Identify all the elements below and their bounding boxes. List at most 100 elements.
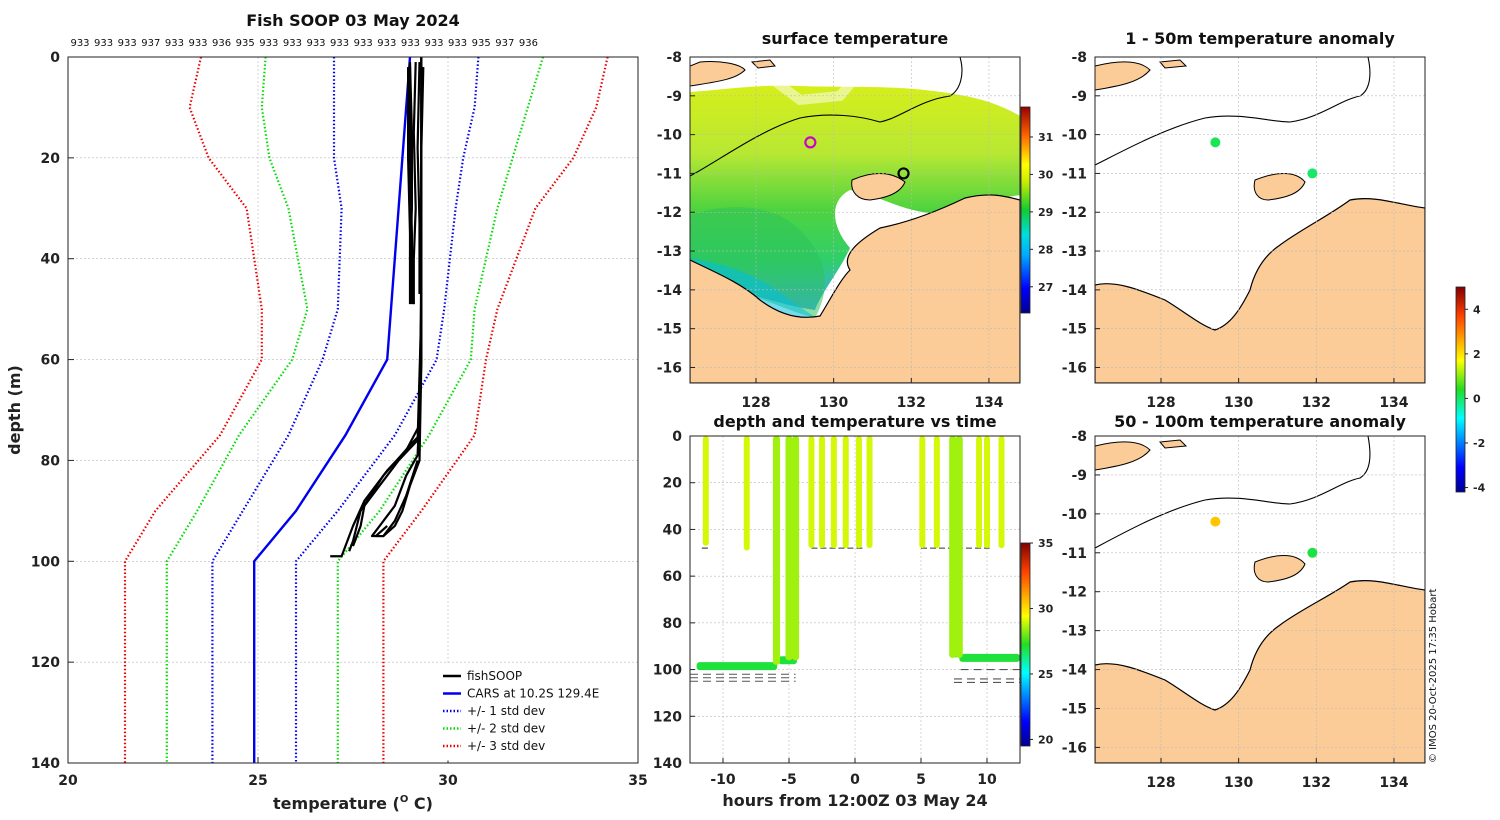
anomaly-upper-points bbox=[1210, 137, 1318, 179]
map-ytick-label: -13 bbox=[657, 244, 682, 260]
short-cast-mark bbox=[855, 436, 862, 549]
map-ytick-label: -14 bbox=[657, 283, 683, 299]
sst-colorbar-ticks: 27 28 29 30 31 bbox=[1030, 131, 1054, 294]
anomaly-upper-point bbox=[1210, 137, 1221, 148]
profile-series-line bbox=[211, 57, 343, 763]
map-xtick-label: 132 bbox=[1302, 395, 1331, 411]
anomaly-lower-island bbox=[1253, 555, 1306, 583]
map-xtick-label: 130 bbox=[1224, 775, 1253, 791]
anomaly-upper-grid bbox=[1095, 57, 1425, 383]
profile-top-label: 937 bbox=[141, 38, 160, 49]
anomaly-lower-grid bbox=[1095, 436, 1425, 763]
legend-label: CARS at 10.2S 129.4E bbox=[467, 687, 599, 701]
anomaly-upper-land bbox=[1095, 198, 1425, 383]
profile-lines bbox=[123, 57, 609, 763]
short-cast-mark bbox=[933, 436, 940, 549]
profile-top-label: 933 bbox=[377, 38, 396, 49]
profile-ytick-label: 0 bbox=[50, 50, 60, 66]
profile-series-line bbox=[336, 57, 545, 763]
map-xtick-label: 130 bbox=[1224, 395, 1253, 411]
map-xtick-label: 132 bbox=[897, 395, 926, 411]
profile-title: Fish SOOP 03 May 2024 bbox=[246, 11, 460, 30]
anomaly-upper-point bbox=[1307, 168, 1318, 179]
map-ytick-label: -9 bbox=[666, 89, 682, 105]
anomaly-colorbar bbox=[1455, 286, 1466, 493]
short-cast-mark bbox=[866, 436, 873, 549]
profile-top-label: 933 bbox=[165, 38, 184, 49]
short-cast-mark bbox=[998, 436, 1005, 549]
map-xtick-label: 134 bbox=[1379, 775, 1408, 791]
profile-xtick-label: 20 bbox=[58, 773, 78, 789]
profile-ytick-label: 100 bbox=[31, 554, 60, 570]
map-ytick-label: -8 bbox=[666, 50, 682, 66]
map-ytick-label: -8 bbox=[1071, 429, 1087, 445]
copyright-footer: © IMOS 20-Oct-2025 17:35 Hobart bbox=[1428, 588, 1439, 763]
legend-label: +/- 1 std dev bbox=[467, 704, 545, 718]
map-xtick-label: 128 bbox=[1146, 395, 1175, 411]
short-cast-mark bbox=[984, 436, 990, 549]
profile-top-label: 933 bbox=[354, 38, 373, 49]
profile-top-label: 933 bbox=[424, 38, 443, 49]
profile-top-label: 936 bbox=[212, 38, 231, 49]
colorbar-tick-label: -2 bbox=[1473, 437, 1485, 450]
anomaly-lower-point bbox=[1307, 547, 1318, 558]
profile-ylabel: depth (m) bbox=[5, 365, 24, 455]
timeseries-marks bbox=[690, 436, 1020, 683]
anomaly-lower-point bbox=[1210, 516, 1221, 527]
profile-top-label: 935 bbox=[472, 38, 491, 49]
sst-bathymetry-line bbox=[690, 57, 963, 177]
map-ytick-label: -12 bbox=[657, 205, 682, 221]
profile-series-line bbox=[382, 57, 609, 763]
fishsoop-cast-line bbox=[407, 67, 412, 305]
anomaly-lower-points bbox=[1210, 516, 1318, 558]
colorbar-tick-label: 27 bbox=[1038, 281, 1053, 294]
map-ytick-label: -11 bbox=[1062, 166, 1087, 182]
short-cast-mark bbox=[976, 436, 983, 549]
map-ytick-label: -9 bbox=[1071, 468, 1087, 484]
profile-top-label: 936 bbox=[519, 38, 538, 49]
sst-cast-marker bbox=[804, 136, 817, 149]
timeseries-ytick-label: 120 bbox=[653, 709, 682, 725]
timeseries-xtick-label: 5 bbox=[916, 772, 926, 788]
bottom-tow-mark bbox=[959, 653, 1020, 662]
map-ytick-label: -13 bbox=[1062, 624, 1087, 640]
fishsoop-cast-line bbox=[374, 57, 423, 538]
profile-top-label: 933 bbox=[330, 38, 349, 49]
sst-ticks: 128 130 132 134 -8 -9 -10 -11 -12 -13 -14 -15 -16 bbox=[657, 50, 1004, 411]
sst-axes-box bbox=[689, 56, 1021, 384]
map-ytick-label: -10 bbox=[1062, 507, 1088, 523]
colorbar-tick-label: -4 bbox=[1473, 482, 1486, 495]
profile-ticks: 20 25 30 35 0 20 40 60 80 100 120 140 bbox=[31, 50, 648, 789]
profile-series-line bbox=[123, 57, 263, 763]
anomaly-upper-ticks: 128 130 132 134 -8 -9 -10 -11 -12 -13 -14 -15 -16 bbox=[1062, 50, 1409, 411]
timeseries-ytick-label: 0 bbox=[672, 429, 682, 445]
map-ytick-label: -14 bbox=[1062, 283, 1088, 299]
anomaly-lower-land bbox=[1095, 580, 1425, 763]
colorbar-tick-label: 35 bbox=[1038, 537, 1053, 550]
colorbar-tick-label: 28 bbox=[1038, 243, 1053, 256]
colorbar-tick-label: 25 bbox=[1038, 668, 1053, 681]
anomaly-lower-ticks: 128 130 132 134 -8 -9 -10 -11 -12 -13 -14 -15 -16 bbox=[1062, 429, 1409, 791]
profile-panel: 20 25 30 35 0 20 40 60 80 100 120 140 Fish SOOP 03 … bbox=[5, 11, 648, 813]
fishsoop-cast-line bbox=[370, 57, 423, 538]
profile-grid bbox=[67, 56, 639, 764]
profile-axes-box bbox=[67, 56, 639, 764]
sst-markers bbox=[804, 136, 910, 180]
colorbar-tick-label: 30 bbox=[1038, 168, 1054, 181]
profile-xtick-label: 25 bbox=[248, 773, 267, 789]
timeseries-xtick-label: 10 bbox=[977, 772, 997, 788]
sst-title: surface temperature bbox=[762, 29, 949, 48]
short-cast-mark bbox=[842, 436, 849, 549]
profile-top-label: 933 bbox=[448, 38, 467, 49]
legend-label: +/- 2 std dev bbox=[467, 722, 545, 736]
descent-column-mark bbox=[772, 436, 780, 665]
profile-legend: fishSOOP CARS at 10.2S 129.4E +/- 1 std de… bbox=[435, 663, 635, 761]
sst-colorbar bbox=[1020, 106, 1031, 314]
timeseries-ytick-label: 80 bbox=[663, 616, 683, 632]
profile-top-label: 935 bbox=[236, 38, 255, 49]
sst-cast-marker bbox=[897, 167, 910, 180]
profile-xlabel: temperature (O C) bbox=[273, 794, 433, 813]
map-ytick-label: -13 bbox=[1062, 244, 1087, 260]
